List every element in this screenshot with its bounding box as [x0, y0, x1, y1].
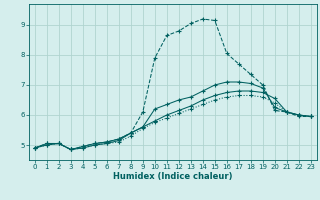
X-axis label: Humidex (Indice chaleur): Humidex (Indice chaleur) [113, 172, 233, 181]
